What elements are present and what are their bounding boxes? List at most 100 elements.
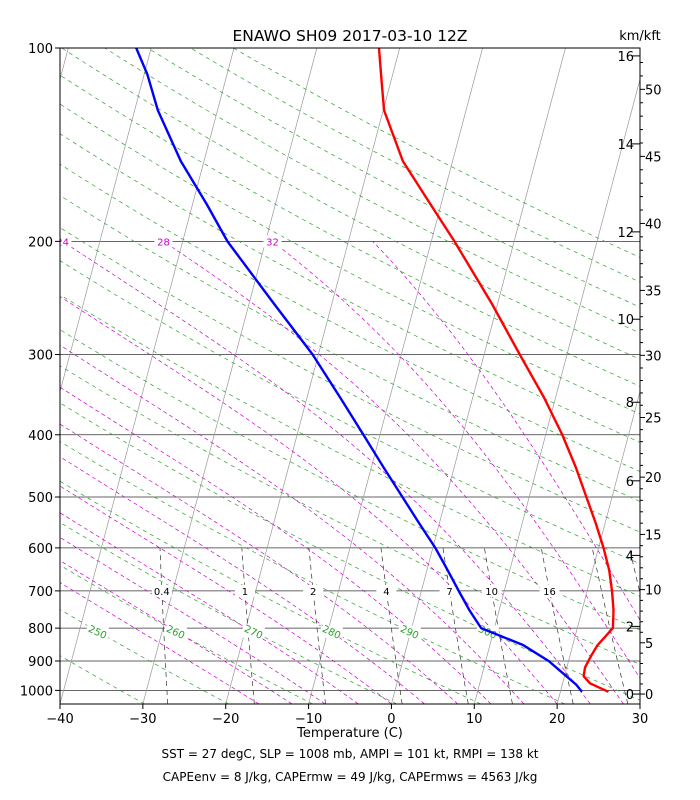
x-tick-label: −20 — [212, 712, 239, 727]
isotherm — [556, 390, 640, 704]
footer-stats-line-2: CAPEenv = 8 J/kg, CAPErmw = 49 J/kg, CAP… — [163, 770, 538, 784]
dry-adiabat-label-bg — [164, 625, 187, 638]
moist-adiabat — [163, 241, 624, 704]
kft-tick-label: 20 — [645, 471, 662, 486]
mixing-ratio-line — [442, 547, 469, 704]
x-tick-label: 30 — [632, 712, 649, 727]
isotherm — [473, 77, 640, 704]
mixing-ratio-label: 1 — [242, 587, 248, 598]
moist-adiabat — [60, 344, 525, 704]
km-tick-label: 16 — [617, 50, 634, 65]
isotherm — [308, 48, 483, 704]
dry-adiabat — [60, 564, 313, 704]
x-axis-label: Temperature (C) — [296, 726, 403, 741]
kft-tick-label: 25 — [645, 412, 662, 427]
pressure-tick-label: 900 — [28, 655, 53, 670]
km-tick-label: 10 — [617, 313, 634, 328]
dry-adiabat — [60, 133, 640, 443]
mixing-ratio-label: 7 — [446, 587, 452, 598]
mixing-ratio-label: 0.4 — [154, 587, 170, 598]
dry-adiabat-label-bg — [86, 625, 109, 638]
dry-adiabat — [60, 329, 640, 631]
kft-tick-label: 10 — [645, 584, 662, 599]
km-tick-label: 8 — [626, 396, 634, 411]
mixing-ratio-line — [484, 547, 513, 704]
x-tick-label: 10 — [466, 712, 483, 727]
moist-adiabat — [60, 296, 558, 704]
dry-adiabat — [60, 365, 640, 665]
mixing-ratio-label-bg — [234, 584, 255, 597]
dry-adiabat-label-bg — [398, 625, 421, 638]
mixing-ratio-label: 4 — [383, 587, 389, 598]
dry-adiabat — [61, 48, 640, 360]
footer-stats-line-1: SST = 27 degC, SLP = 1008 mb, AMPI = 101… — [161, 747, 538, 761]
dry-adiabat — [60, 480, 481, 704]
km-tick-label: 2 — [626, 620, 634, 635]
mixing-ratio-label: 16 — [543, 587, 556, 598]
pressure-tick-label: 300 — [28, 348, 53, 363]
dry-adiabat — [60, 227, 640, 533]
pressure-tick-label: 800 — [28, 622, 53, 637]
moist-adiabat — [272, 241, 640, 679]
dry-adiabat — [60, 260, 640, 565]
x-tick-label: 20 — [549, 712, 566, 727]
moist-adiabat-label: 28 — [157, 237, 170, 248]
moist-adiabat-label-bg — [154, 235, 173, 248]
kft-tick-label: 35 — [645, 284, 662, 299]
kft-tick-label: 5 — [645, 637, 653, 652]
pressure-tick-label: 1000 — [20, 684, 53, 699]
dry-adiabat — [60, 163, 640, 472]
pressure-tick-label: 400 — [28, 429, 53, 444]
mixing-ratio-label-bg — [439, 584, 460, 597]
mixing-ratio-line — [308, 547, 326, 704]
isotherm — [60, 48, 235, 704]
dewpoint-profile-line — [135, 48, 583, 693]
mixing-ratio-label-bg — [303, 584, 324, 597]
km-tick-label: 4 — [626, 549, 634, 564]
dry-adiabat — [60, 74, 640, 387]
dry-adiabat — [60, 294, 640, 597]
dry-adiabat — [60, 441, 565, 704]
mixing-ratio-line — [591, 547, 629, 704]
mixing-ratio-line — [540, 547, 574, 704]
x-tick-label: 0 — [387, 712, 395, 727]
mixing-ratio-label-bg — [376, 584, 397, 597]
moist-adiabat-label-bg — [60, 235, 72, 248]
mixing-ratio-label-bg — [151, 584, 172, 597]
kft-tick-label: 50 — [645, 83, 662, 98]
moist-adiabat-label: 24 — [56, 237, 69, 248]
mixing-ratio-line — [380, 547, 403, 704]
mixing-ratio-line — [159, 547, 169, 704]
moist-adiabat-label-bg — [263, 235, 282, 248]
isotherm — [142, 48, 318, 704]
moist-adiabat — [62, 241, 591, 704]
mixing-ratio-label-bg — [481, 584, 502, 597]
moist-adiabat — [60, 386, 492, 704]
isotherm — [60, 48, 152, 393]
dry-adiabat-label-bg — [320, 625, 343, 638]
moist-adiabat — [372, 241, 640, 621]
km-tick-label: 0 — [626, 688, 634, 703]
isotherm — [60, 48, 69, 81]
pressure-tick-label: 100 — [28, 42, 53, 57]
pressure-tick-label: 200 — [28, 235, 53, 250]
chart-title: ENAWO SH09 2017-03-10 12Z — [232, 27, 467, 45]
mixing-ratio-line — [629, 547, 640, 595]
pressure-tick-label: 500 — [28, 491, 53, 506]
dry-adiabat — [60, 103, 640, 415]
dry-adiabat-label-bg — [242, 625, 265, 638]
dry-adiabat — [60, 195, 640, 502]
plot-frame — [59, 47, 641, 705]
mixing-ratio-label-bg — [539, 584, 560, 597]
x-tick-label: −30 — [129, 712, 156, 727]
kft-tick-label: 30 — [645, 349, 662, 364]
moist-adiabat — [60, 456, 425, 704]
x-tick-label: −10 — [295, 712, 322, 727]
moist-adiabat-label: 32 — [266, 237, 279, 248]
kft-tick-label: 15 — [645, 528, 662, 543]
moist-adiabat — [60, 423, 458, 704]
dry-adiabat — [60, 609, 229, 704]
temperature-profile-line — [377, 48, 615, 693]
moist-adiabat — [60, 537, 326, 704]
